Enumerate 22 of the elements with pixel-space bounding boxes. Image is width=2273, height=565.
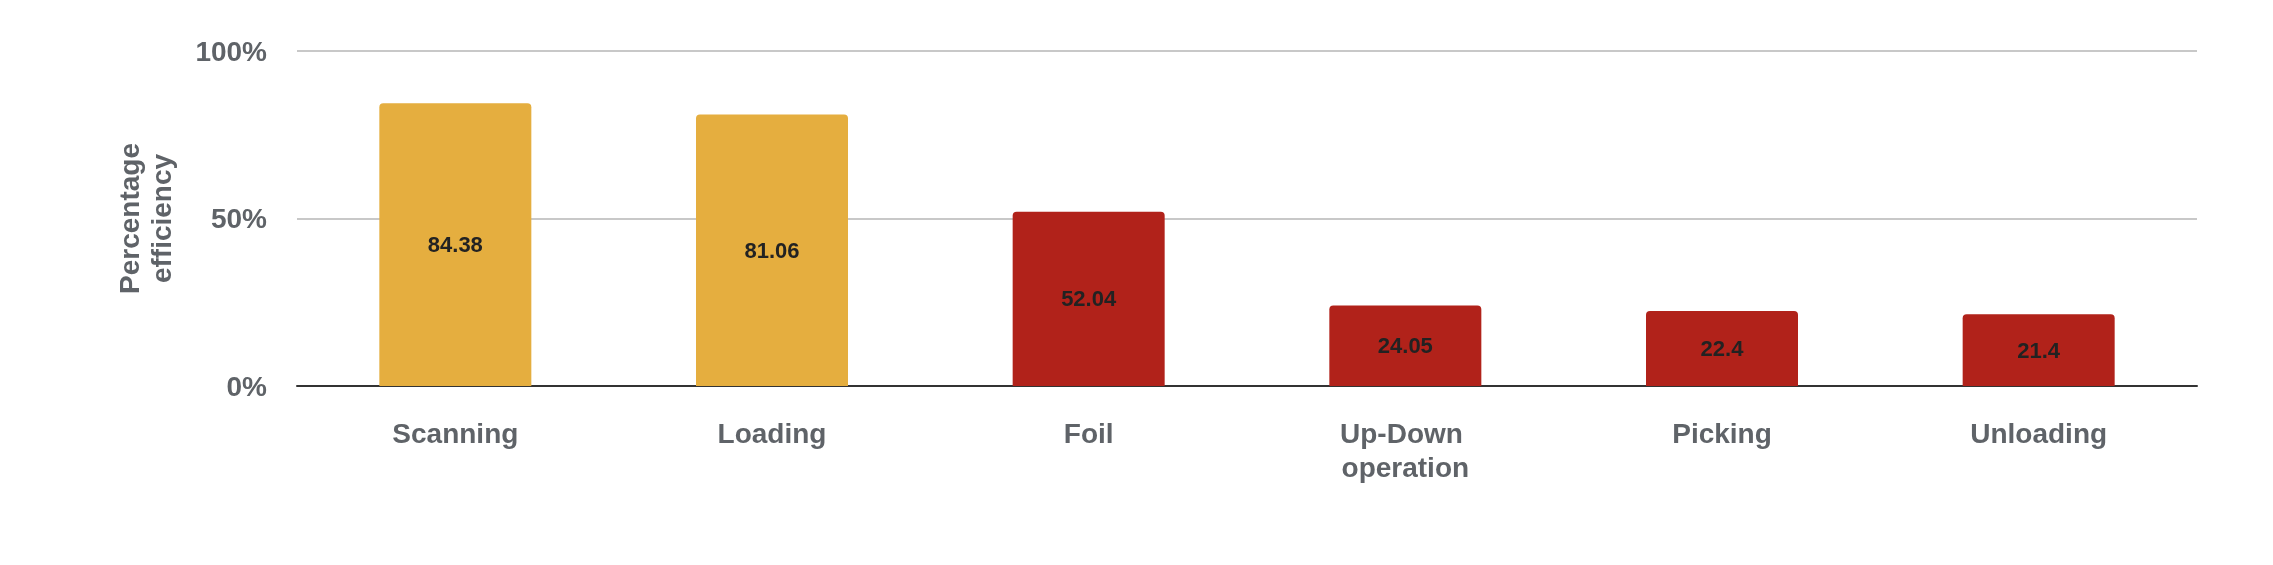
- y-tick-label: 50%: [210, 203, 268, 234]
- x-tick-label: Scanning: [392, 417, 519, 449]
- x-tick-label: Foil: [1063, 417, 1114, 449]
- x-tick-label: Up-Down operation: [1340, 417, 1471, 483]
- x-tick-label: Loading: [717, 417, 827, 449]
- bar: [1646, 310, 1798, 386]
- data-label: 84.38: [427, 232, 483, 258]
- data-label: 24.05: [1377, 333, 1433, 359]
- bar: [1962, 314, 2115, 386]
- bar: [1012, 211, 1165, 386]
- data-label: 22.4: [1700, 335, 1745, 361]
- data-label: 21.4: [2017, 337, 2061, 363]
- bar: [379, 103, 532, 386]
- y-tick-label: 100%: [195, 35, 268, 67]
- bar: [696, 114, 848, 386]
- x-tick-label: Unloading: [1970, 417, 2108, 449]
- bar: [1329, 305, 1482, 386]
- x-tick-label: Picking: [1672, 417, 1772, 449]
- data-label: 52.04: [1061, 286, 1117, 312]
- y-axis-title: Percentage efficiency: [113, 143, 177, 294]
- data-label: 81.06: [744, 237, 800, 263]
- y-tick-label: 0%: [226, 370, 268, 402]
